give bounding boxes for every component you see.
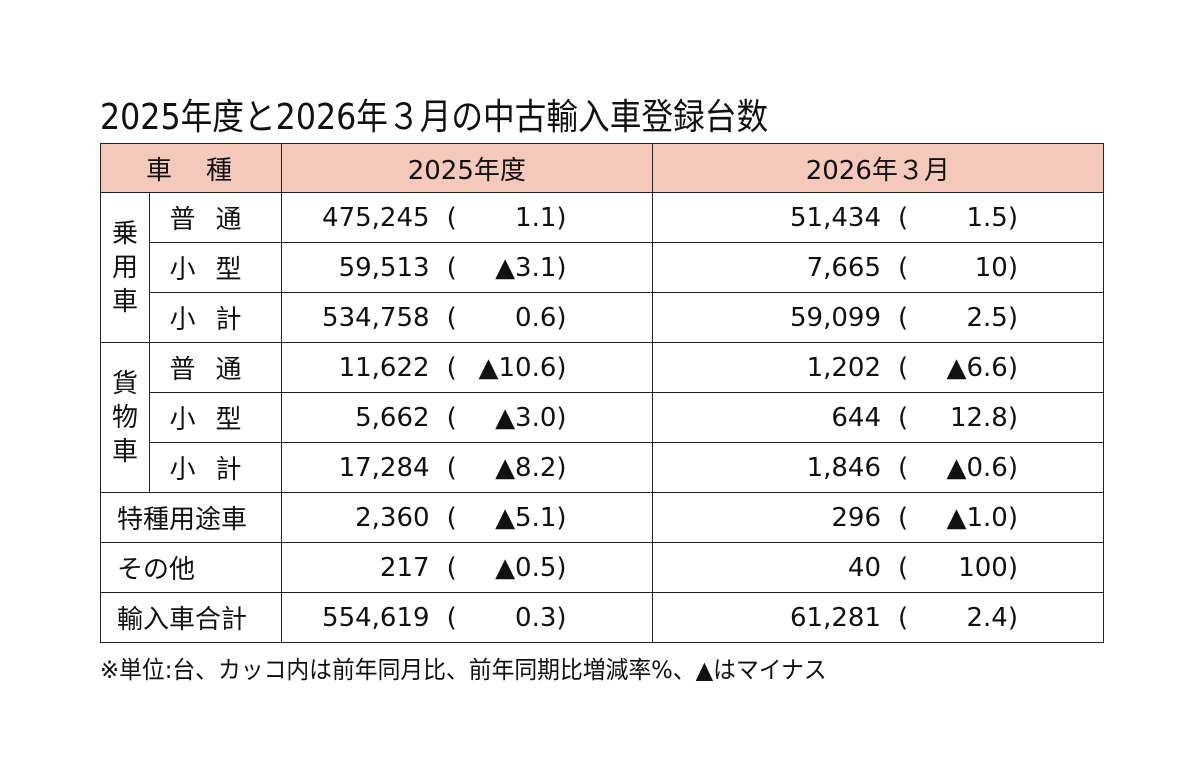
fy2025-count: 59,513 <box>338 252 430 283</box>
row-label: その他 <box>100 542 282 593</box>
mar2026-change: 1.5 <box>898 203 1018 233</box>
mar2026-cell: 40 100 <box>651 542 1105 593</box>
table-row: 貨 物 車普通 11,622 ▲10.6 1,202 ▲6.6 <box>100 342 1105 493</box>
mar2026-cell: 59,099 2.5 <box>651 292 1105 343</box>
mar2026-change: 100 <box>898 553 1018 583</box>
fy2025-change: 1.1 <box>447 203 567 233</box>
fy2025-cell: 11,622 ▲10.6 <box>281 342 653 393</box>
registration-table: 車 種 2025年度 2026年３月 乗 用 車普通 475,245 1.1 51,4… <box>100 143 1105 643</box>
group-label: 乗 用 車 <box>111 218 138 317</box>
mar2026-count: 1,202 <box>806 352 881 383</box>
fy2025-count: 534,758 <box>322 302 430 333</box>
mar2026-count: 59,099 <box>790 302 881 333</box>
mar2026-cell: 51,434 1.5 <box>651 192 1105 243</box>
row-label: 小計 <box>149 442 282 493</box>
fy2025-count: 11,622 <box>338 352 430 383</box>
group-label: 貨 物 車 <box>111 368 138 467</box>
mar2026-change: ▲1.0 <box>898 503 1018 533</box>
footnote: ※単位:台、カッコ内は前年同月比、前年同期比増減率%、▲はマイナス <box>100 656 827 684</box>
fy2025-change: ▲3.1 <box>447 253 567 283</box>
table-row: 乗 用 車普通 475,245 1.1 51,434 1.5 <box>100 192 1105 343</box>
mar2026-cell: 1,202 ▲6.6 <box>651 342 1105 393</box>
mar2026-cell: 7,665 10 <box>651 242 1105 293</box>
fy2025-change: ▲5.1 <box>447 503 567 533</box>
table-row: 小計 17,284 ▲8.2 1,846 ▲0.6 <box>101 442 1105 493</box>
mar2026-count: 61,281 <box>790 602 881 633</box>
fy2025-cell: 217 ▲0.5 <box>281 542 653 593</box>
fy2025-cell: 17,284 ▲8.2 <box>281 442 653 493</box>
mar2026-count: 51,434 <box>790 202 881 233</box>
table-row: 小計 534,758 0.6 59,099 2.5 <box>101 292 1105 343</box>
mar2026-count: 7,665 <box>806 252 881 283</box>
header-vehicle-type: 車 種 <box>100 143 282 193</box>
fy2025-cell: 475,245 1.1 <box>281 192 653 243</box>
header-fy2025: 2025年度 <box>281 143 653 193</box>
mar2026-change: 2.4 <box>898 603 1018 633</box>
fy2025-cell: 554,619 0.3 <box>281 592 653 643</box>
mar2026-change: ▲6.6 <box>898 353 1018 383</box>
mar2026-cell: 644 12.8 <box>651 392 1105 443</box>
fy2025-count: 5,662 <box>355 402 430 433</box>
page-title: 2025年度と2026年３月の中古輸入車登録台数 <box>100 97 769 138</box>
fy2025-change: ▲8.2 <box>447 453 567 483</box>
mar2026-change: ▲0.6 <box>898 453 1018 483</box>
table-header-row: 車 種 2025年度 2026年３月 <box>100 143 1105 193</box>
table-row: 小型 5,662 ▲3.0 644 12.8 <box>101 392 1105 443</box>
mar2026-cell: 296 ▲1.0 <box>651 492 1105 543</box>
fy2025-change: ▲0.5 <box>447 553 567 583</box>
fy2025-count: 217 <box>379 552 430 583</box>
fy2025-count: 2,360 <box>355 502 430 533</box>
mar2026-cell: 61,281 2.4 <box>651 592 1105 643</box>
row-label: 普通 <box>149 192 282 243</box>
mar2026-cell: 1,846 ▲0.6 <box>651 442 1105 493</box>
fy2025-change: 0.3 <box>447 603 567 633</box>
table-row: 輸入車合計 554,619 0.3 61,281 2.4 <box>100 592 1105 643</box>
mar2026-count: 1,846 <box>806 452 881 483</box>
row-label: 小計 <box>149 292 282 343</box>
fy2025-cell: 534,758 0.6 <box>281 292 653 343</box>
row-label: 普通 <box>149 342 282 393</box>
row-label: 特種用途車 <box>100 492 282 543</box>
table-row: その他 217 ▲0.5 40 100 <box>100 542 1105 593</box>
mar2026-change: 2.5 <box>898 303 1018 333</box>
fy2025-cell: 5,662 ▲3.0 <box>281 392 653 443</box>
fy2025-change: ▲3.0 <box>447 403 567 433</box>
mar2026-change: 12.8 <box>898 403 1018 433</box>
fy2025-count: 475,245 <box>322 202 430 233</box>
mar2026-change: 10 <box>898 253 1018 283</box>
fy2025-count: 17,284 <box>338 452 430 483</box>
fy2025-change: ▲10.6 <box>447 353 567 383</box>
mar2026-count: 644 <box>831 402 881 433</box>
row-label: 小型 <box>149 242 282 293</box>
fy2025-cell: 59,513 ▲3.1 <box>281 242 653 293</box>
table-row: 小型 59,513 ▲3.1 7,665 10 <box>101 242 1105 293</box>
header-mar2026: 2026年３月 <box>651 143 1105 193</box>
mar2026-count: 40 <box>847 552 881 583</box>
row-label: 輸入車合計 <box>100 592 282 643</box>
fy2025-cell: 2,360 ▲5.1 <box>281 492 653 543</box>
row-label: 小型 <box>149 392 282 443</box>
fy2025-change: 0.6 <box>447 303 567 333</box>
group-passenger: 乗 用 車 <box>100 192 150 343</box>
group-cargo: 貨 物 車 <box>100 342 150 493</box>
fy2025-count: 554,619 <box>322 602 430 633</box>
table-row: 特種用途車 2,360 ▲5.1 296 ▲1.0 <box>100 492 1105 543</box>
mar2026-count: 296 <box>831 502 881 533</box>
